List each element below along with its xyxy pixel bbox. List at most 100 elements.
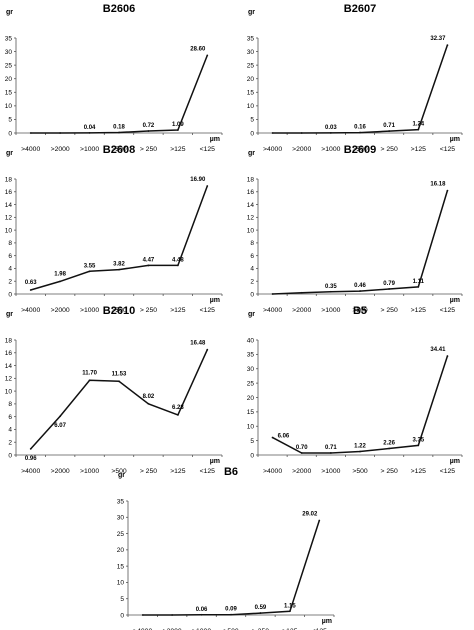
y-tick-label: 20: [247, 76, 255, 83]
y-tick-label: 35: [247, 35, 255, 42]
chart-b2608: B2608 gr µm 0 2 4 6 8 10 12 14 16 18 >4000 >2000 >1000 >…: [5, 144, 223, 314]
y-tick-label: 0: [250, 452, 254, 459]
data-point: [118, 380, 120, 383]
data-label: 3.35: [412, 437, 424, 443]
y-tick-label: 8: [8, 401, 12, 408]
x-tick-label: >500: [352, 146, 368, 153]
data-point: [329, 132, 332, 134]
data-label: 16.90: [190, 177, 206, 183]
x-tick-label: >125: [411, 307, 427, 314]
data-label: 32.37: [430, 36, 446, 42]
x-tick-label: <125: [440, 307, 456, 314]
x-axis-label: µm: [210, 136, 220, 143]
data-label: 11.70: [82, 370, 97, 376]
x-tick-label: >4000: [133, 628, 152, 630]
data-point: [176, 413, 179, 416]
data-label: 16.48: [190, 341, 206, 347]
chart-title: B2607: [344, 3, 376, 15]
x-tick-label: >4000: [263, 307, 282, 314]
data-label: 1.11: [413, 279, 425, 285]
y-tick-label: 12: [5, 376, 13, 383]
series-line: [142, 520, 321, 616]
x-tick-label: > 250: [381, 468, 398, 475]
data-label: 1.09: [172, 122, 184, 128]
data-point: [271, 436, 274, 439]
y-tick-label: 25: [247, 62, 255, 69]
data-label: 1.24: [412, 122, 424, 128]
x-axis-label: µm: [322, 618, 332, 625]
x-tick-label: >1000: [321, 307, 340, 314]
data-point: [359, 450, 361, 453]
chart-title: B2610: [103, 305, 135, 317]
chart-title: B2608: [103, 144, 135, 156]
data-point: [417, 286, 420, 288]
y-tick-label: 0: [250, 291, 254, 298]
data-point: [88, 131, 91, 134]
data-point: [288, 610, 291, 613]
y-axis-label: gr: [248, 311, 255, 318]
x-tick-label: <125: [440, 468, 456, 475]
data-point: [318, 519, 321, 522]
y-tick-label: 4: [8, 266, 12, 273]
x-tick-label: >2000: [292, 468, 311, 475]
data-label: 0.63: [25, 280, 37, 286]
y-tick-label: 8: [8, 240, 12, 247]
x-tick-label: >500: [223, 628, 239, 630]
data-label: 0.35: [325, 284, 337, 290]
y-axis-label: gr: [248, 150, 255, 157]
x-tick-label: >2000: [51, 468, 70, 475]
data-point: [88, 270, 91, 273]
x-axis-label: µm: [210, 458, 220, 465]
data-point: [141, 614, 144, 616]
data-label: 0.03: [325, 125, 337, 131]
x-tick-label: >500: [111, 146, 127, 153]
y-tick-label: 15: [117, 563, 125, 570]
y-tick-label: 2: [250, 279, 254, 286]
data-label: 0.16: [354, 125, 366, 131]
x-tick-label: >500: [352, 468, 368, 475]
data-label: 16.18: [430, 182, 446, 188]
data-point: [329, 452, 332, 454]
x-tick-label: > 250: [140, 468, 157, 475]
x-tick-label: >4000: [263, 468, 282, 475]
data-point: [206, 185, 209, 187]
data-label: 6.07: [54, 423, 66, 429]
data-label: 0.72: [143, 123, 155, 129]
data-label: 4.47: [143, 257, 155, 263]
x-tick-label: <125: [200, 468, 216, 475]
x-tick-label: >4000: [21, 146, 40, 153]
y-tick-label: 5: [250, 117, 254, 124]
chart-title: B5: [353, 305, 367, 317]
data-point: [300, 452, 303, 454]
y-tick-label: 5: [8, 117, 12, 124]
data-point: [388, 130, 391, 132]
x-tick-label: >4000: [21, 468, 40, 475]
y-tick-label: 16: [5, 350, 13, 357]
series-line: [272, 44, 449, 134]
y-tick-label: 16: [247, 189, 255, 196]
data-point: [59, 280, 62, 283]
x-tick-label: >125: [282, 628, 298, 630]
x-tick-label: >125: [170, 468, 186, 475]
x-tick-label: >1000: [321, 468, 340, 475]
y-tick-label: 0: [250, 130, 254, 137]
y-tick-label: 35: [5, 35, 13, 42]
data-point: [230, 613, 232, 616]
y-tick-label: 18: [5, 337, 13, 344]
data-label: 0.09: [225, 607, 237, 613]
y-tick-label: 2: [8, 279, 12, 286]
x-tick-label: >1000: [192, 628, 211, 630]
y-axis-label: gr: [248, 9, 255, 16]
data-label: 0.71: [325, 445, 337, 451]
y-tick-label: 14: [5, 363, 13, 370]
data-label: 6.06: [278, 434, 290, 440]
data-label: 3.55: [84, 263, 96, 269]
chart-b2607: B2607 gr µm 0 5 10 15 20 25 30 35 >4000 >2000 >1000 >5…: [247, 3, 463, 153]
y-tick-label: 16: [5, 189, 13, 196]
y-tick-label: 5: [120, 596, 124, 603]
data-label: 0.79: [383, 281, 395, 287]
y-tick-label: 10: [5, 227, 13, 234]
data-point: [118, 131, 120, 134]
y-tick-label: 30: [247, 49, 255, 56]
